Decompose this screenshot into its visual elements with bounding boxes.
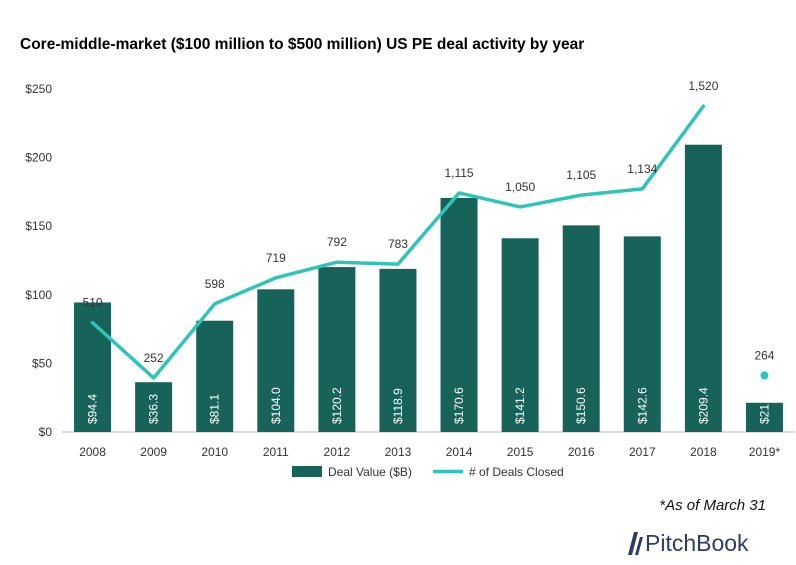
deal-points	[760, 371, 769, 380]
bar	[379, 268, 417, 432]
bar	[135, 382, 173, 432]
y-tick-label: $50	[32, 356, 52, 370]
deal-count-label: 252	[144, 351, 164, 365]
pitchbook-logo-icon	[628, 532, 643, 555]
x-tick-label: 2009	[140, 445, 167, 459]
deal-count-label: 1,520	[688, 79, 718, 93]
x-tick-label: 2017	[629, 445, 656, 459]
brand-name: PitchBook	[645, 530, 749, 556]
y-tick-label: $150	[25, 219, 52, 233]
bar	[623, 236, 661, 432]
x-tick-label: 2019*	[749, 445, 781, 459]
legend-line-label: # of Deals Closed	[469, 465, 564, 479]
bar-value-label: $120.2	[330, 387, 344, 424]
bar-value-label: $118.9	[391, 388, 405, 424]
bar-value-label: $81.1	[208, 394, 222, 424]
bar-value-label: $94.4	[86, 394, 100, 424]
legend-bar-label: Deal Value ($B)	[328, 465, 412, 479]
bar	[257, 289, 295, 432]
bar	[562, 225, 600, 432]
deal-count-label: 1,134	[627, 162, 657, 176]
bar-value-label: $150.6	[574, 387, 588, 424]
chart-title: Core-middle-market ($100 million to $500…	[20, 36, 585, 53]
x-tick-label: 2014	[446, 445, 473, 459]
deal-count-label: 783	[388, 237, 408, 251]
legend-bar-swatch	[292, 466, 322, 477]
bar	[318, 267, 356, 432]
y-tick-label: $100	[25, 288, 52, 302]
x-tick-label: 2012	[324, 445, 351, 459]
x-tick-label: 2015	[507, 445, 534, 459]
y-axis-ticks: $0 $50 $100 $150 $200 $250	[25, 82, 52, 439]
deal-count-label: 792	[327, 235, 347, 249]
bar-value-label: $209.4	[696, 387, 710, 424]
bar	[440, 197, 478, 432]
x-tick-label: 2011	[263, 445, 289, 459]
bar	[501, 238, 539, 432]
deal-point	[760, 371, 769, 380]
y-tick-label: $250	[25, 82, 52, 96]
deals-line	[90, 104, 706, 380]
x-axis-ticks: 2008 2009 2010 2011 2012 2013 2014 2015 2016 2017…	[79, 445, 780, 459]
x-tick-label: 2008	[79, 445, 106, 459]
bar-value-label: $142.6	[635, 387, 649, 424]
bar	[745, 402, 783, 432]
line-labels: 510 252 598 719 792 783 1,115 1,050 1,105 1,134 1,…	[83, 79, 775, 365]
bars	[74, 144, 783, 433]
legend: Deal Value ($B) # of Deals Closed	[292, 465, 564, 479]
x-tick-label: 2018	[690, 445, 717, 459]
deal-count-label: 510	[83, 296, 103, 310]
chart: $0 $50 $100 $150 $200 $250 $94.4 $36.3 $81.1 $10…	[25, 79, 795, 479]
deal-count-label: 1,105	[566, 168, 596, 182]
bar-value-label: $141.2	[513, 387, 527, 424]
bar-labels: $94.4 $36.3 $81.1 $104.0 $120.2 $118.9 $170.6 $…	[86, 387, 772, 424]
deal-count-label: 719	[266, 251, 286, 265]
deal-count-label: 264	[754, 348, 774, 362]
bar-value-label: $36.3	[147, 394, 161, 424]
bar-value-label: $21.3	[757, 394, 771, 424]
deal-count-label: 598	[205, 277, 225, 291]
footnote: *As of March 31	[659, 497, 766, 514]
bar	[196, 320, 234, 432]
bar-value-label: $170.6	[452, 387, 466, 424]
x-tick-label: 2010	[201, 445, 228, 459]
deal-count-label: 1,050	[505, 180, 535, 194]
bar-value-label: $104.0	[269, 387, 283, 424]
y-tick-label: $0	[39, 425, 53, 439]
bar	[684, 144, 722, 433]
x-tick-label: 2013	[385, 445, 412, 459]
deal-count-label: 1,115	[444, 166, 473, 180]
x-tick-label: 2016	[568, 445, 595, 459]
y-tick-label: $200	[25, 151, 52, 165]
